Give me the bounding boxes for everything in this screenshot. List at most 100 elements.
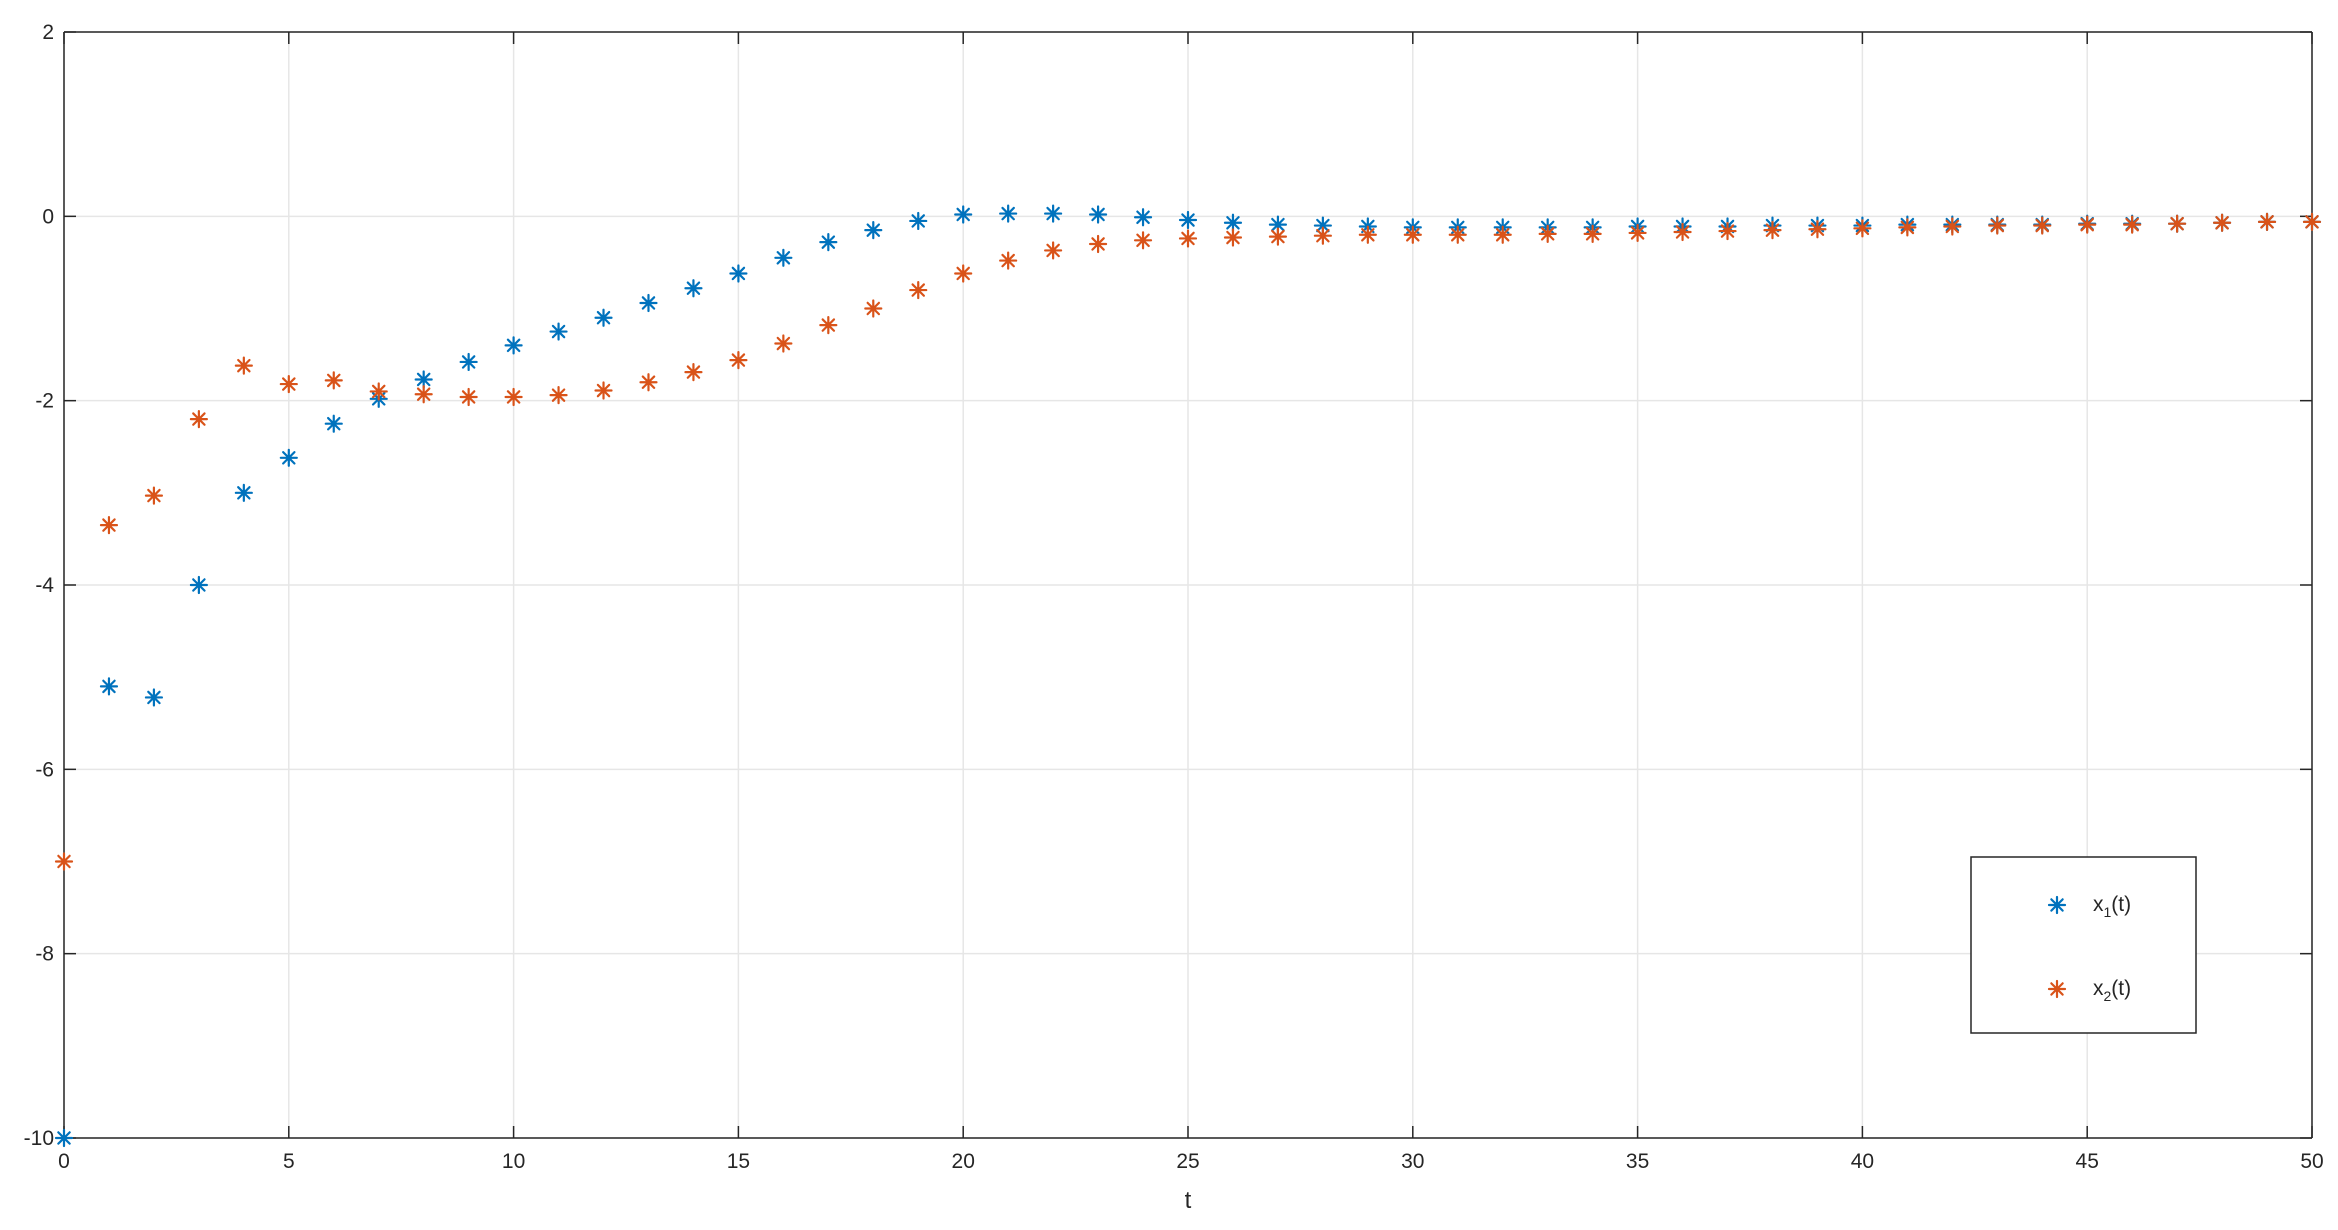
data-points xyxy=(54,204,2322,1148)
data-point xyxy=(279,374,298,394)
data-point xyxy=(369,382,388,401)
data-point xyxy=(864,221,883,240)
legend-box xyxy=(1970,856,2197,1034)
y-tick-label: -6 xyxy=(35,758,54,781)
data-point xyxy=(1223,228,1243,247)
data-point xyxy=(1178,229,1198,248)
data-point xyxy=(954,205,973,224)
data-point xyxy=(2168,214,2187,233)
data-point xyxy=(1583,224,1602,243)
x-tick-label: 5 xyxy=(283,1150,295,1173)
data-point xyxy=(1178,210,1198,230)
x-tick-label: 50 xyxy=(2300,1150,2323,1173)
data-point xyxy=(1133,231,1153,250)
data-point xyxy=(549,322,568,341)
data-point xyxy=(594,308,613,327)
data-point xyxy=(1044,204,1063,223)
data-point xyxy=(99,515,119,535)
data-point xyxy=(1358,225,1377,244)
x-tick-label: 30 xyxy=(1401,1150,1424,1173)
data-point xyxy=(774,334,793,353)
legend-entry-label: x1(t) xyxy=(2093,893,2131,920)
data-point xyxy=(1268,227,1288,246)
legend: x1(t) x2(t) xyxy=(1970,856,2197,1034)
x-tick-label: 25 xyxy=(1176,1150,1199,1173)
x-ticks: 0 5 10 15 20 25 30 35 40 45 50 xyxy=(58,32,2324,1173)
x-tick-label: 45 xyxy=(2076,1150,2099,1173)
data-point xyxy=(729,264,748,283)
data-point xyxy=(639,373,658,392)
data-point xyxy=(324,371,343,390)
series-2 xyxy=(54,212,2322,871)
data-point xyxy=(2302,212,2322,231)
data-point xyxy=(99,677,119,696)
data-point xyxy=(819,233,838,252)
data-point xyxy=(2212,213,2232,232)
data-point xyxy=(54,852,74,871)
data-point xyxy=(1313,226,1332,245)
data-point xyxy=(2257,212,2277,231)
data-point xyxy=(2033,216,2052,235)
data-point xyxy=(1088,205,1108,224)
legend-entry-label: x2(t) xyxy=(2093,977,2131,1004)
data-point xyxy=(1763,221,1782,240)
data-point xyxy=(819,315,838,335)
data-point xyxy=(954,264,973,283)
data-point xyxy=(909,211,928,231)
data-point xyxy=(144,486,164,505)
data-point xyxy=(1988,216,2007,235)
data-point xyxy=(189,410,208,429)
y-tick-label: -8 xyxy=(35,943,54,966)
legend-marker xyxy=(2047,979,2067,999)
x-tick-label: 10 xyxy=(502,1150,525,1173)
data-point xyxy=(1628,223,1647,243)
data-point xyxy=(459,387,478,407)
data-point xyxy=(639,293,658,313)
data-point xyxy=(1808,220,1827,239)
data-point xyxy=(54,1128,74,1148)
data-point xyxy=(1853,219,1872,238)
data-point xyxy=(324,414,343,433)
data-point xyxy=(1493,225,1512,244)
legend-marker xyxy=(2047,895,2067,915)
data-point xyxy=(1313,216,1332,235)
data-point xyxy=(594,381,613,400)
y-tick-label: -10 xyxy=(24,1127,54,1150)
data-point xyxy=(1223,213,1243,232)
y-tick-label: -2 xyxy=(35,390,54,413)
data-point xyxy=(1403,225,1422,244)
data-point xyxy=(684,279,703,298)
data-point xyxy=(999,251,1018,270)
data-point xyxy=(2078,215,2097,234)
x-tick-label: 20 xyxy=(952,1150,975,1173)
data-point xyxy=(414,385,433,404)
data-point xyxy=(504,387,523,407)
data-point xyxy=(1898,218,1917,237)
x-tick-label: 40 xyxy=(1851,1150,1874,1173)
x-axis-label: t xyxy=(1185,1187,1192,1214)
data-point xyxy=(1088,234,1108,254)
data-point xyxy=(144,688,164,707)
x-tick-label: 0 xyxy=(58,1150,70,1173)
data-point xyxy=(909,280,928,300)
y-tick-label: 2 xyxy=(42,21,54,44)
data-point xyxy=(189,575,208,595)
data-point xyxy=(414,370,433,389)
data-point xyxy=(234,356,253,375)
data-point xyxy=(279,448,298,467)
data-point xyxy=(999,204,1018,223)
data-point xyxy=(1718,221,1737,241)
data-point xyxy=(1673,222,1692,242)
data-point xyxy=(729,351,748,370)
data-point xyxy=(1268,215,1288,234)
data-point xyxy=(1943,217,1962,236)
data-point xyxy=(459,352,478,372)
data-point xyxy=(1133,208,1153,227)
y-tick-label: -4 xyxy=(35,574,54,597)
data-point xyxy=(1538,224,1557,243)
data-point xyxy=(234,483,253,502)
x-tick-label: 35 xyxy=(1626,1150,1649,1173)
data-point xyxy=(774,248,793,267)
